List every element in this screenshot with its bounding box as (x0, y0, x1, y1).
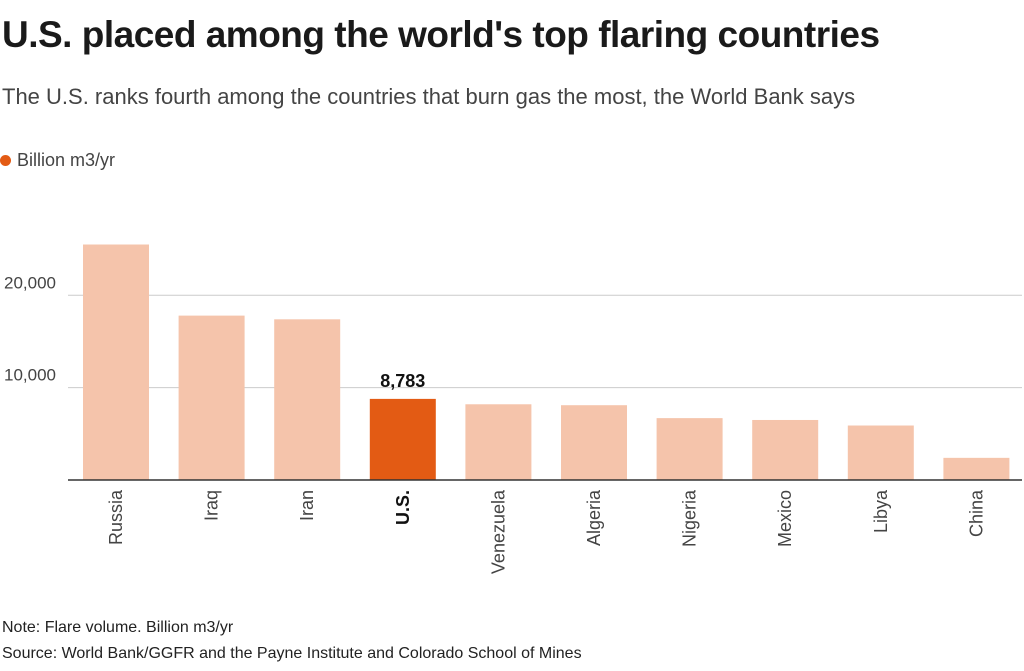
x-tick-label: Venezuela (488, 489, 508, 574)
legend: Billion m3/yr (0, 150, 115, 171)
data-label: 8,783 (380, 371, 425, 391)
x-tick-label: Iraq (202, 490, 222, 521)
bar-libya (847, 425, 914, 480)
x-tick-label: Nigeria (680, 489, 700, 547)
bar-mexico (752, 419, 819, 480)
y-tick-label: 10,000 (4, 366, 56, 385)
bar-us (369, 398, 436, 480)
bar-nigeria (656, 418, 723, 480)
bar-iraq (178, 315, 245, 480)
chart-note: Note: Flare volume. Billion m3/yr (2, 619, 234, 636)
bar-russia (83, 244, 149, 480)
x-tick-label: Iran (297, 490, 317, 521)
x-tick-label: Russia (106, 489, 126, 545)
chart-title: U.S. placed among the world's top flarin… (2, 14, 880, 55)
x-tick-label: China (966, 489, 986, 537)
x-tick-label: Algeria (584, 489, 604, 546)
x-tick-label: Libya (871, 489, 891, 533)
bar-china (943, 457, 1010, 480)
bar-venezuela (465, 404, 532, 480)
legend-label: Billion m3/yr (17, 150, 116, 170)
bar-algeria (561, 405, 627, 480)
chart-source: Source: World Bank/GGFR and the Payne In… (2, 645, 582, 662)
chart-subtitle: The U.S. ranks fourth among the countrie… (2, 84, 856, 109)
x-tick-label: Mexico (775, 490, 795, 547)
y-tick-label: 20,000 (4, 273, 56, 292)
bar-iran (274, 319, 341, 480)
legend-swatch (0, 155, 11, 166)
x-tick-label: U.S. (393, 490, 413, 525)
bar-chart: 10,000 20,000 Russia Iraq Iran U.S. 8,783 Venez… (4, 244, 1022, 574)
